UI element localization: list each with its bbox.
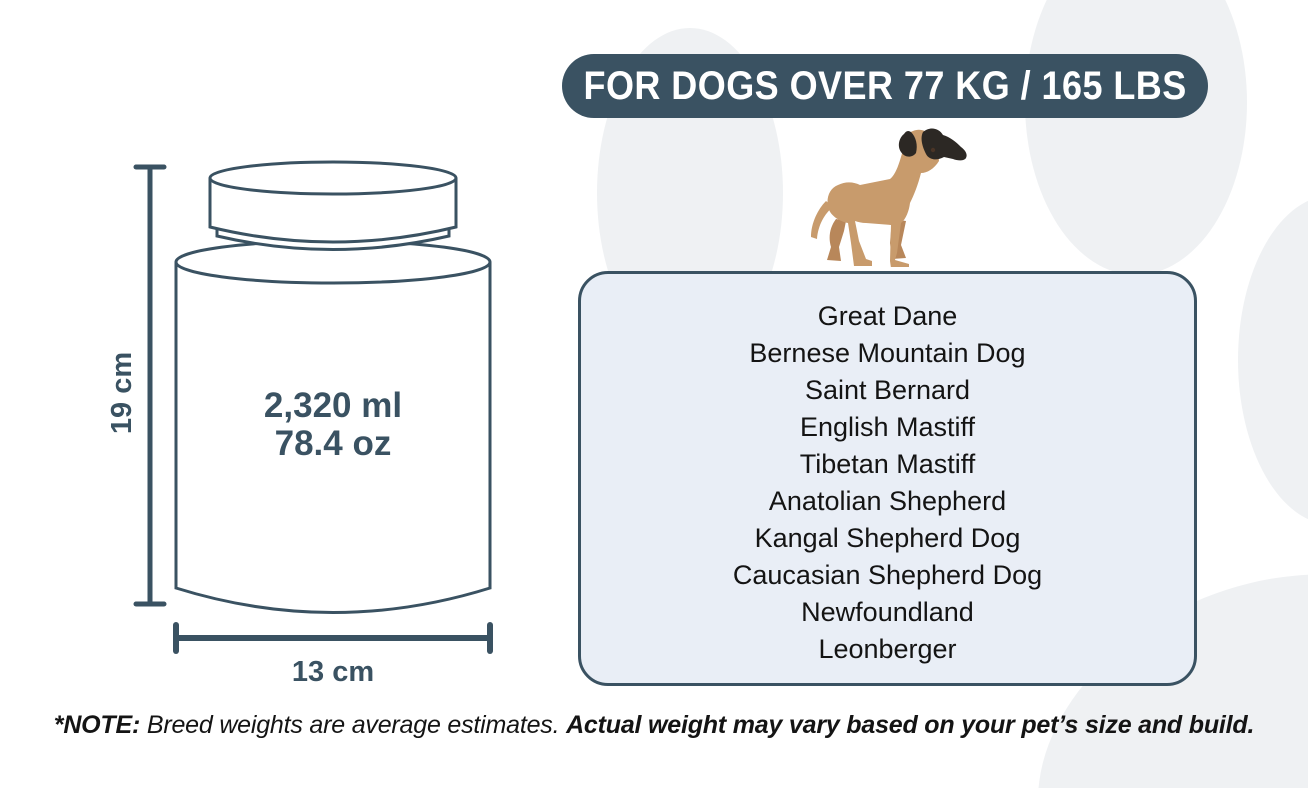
breed-list-item: Great Dane bbox=[817, 301, 958, 331]
capacity-ml-label: 2,320 ml bbox=[263, 386, 403, 425]
container-illustration bbox=[133, 160, 493, 654]
header-banner: FOR DOGS OVER 77 KG / 165 LBS bbox=[562, 54, 1208, 118]
breed-list-item: Tibetan Mastiff bbox=[799, 449, 976, 479]
paw-print-toe-icon bbox=[1238, 195, 1308, 525]
note-emphasis: Actual weight may vary based on your pet… bbox=[566, 711, 1255, 739]
note-prefix: *NOTE: bbox=[53, 711, 141, 739]
great-dane-illustration bbox=[811, 128, 967, 267]
width-dimension-line bbox=[173, 622, 493, 654]
dog-far-ear-icon bbox=[898, 130, 917, 157]
height-label: 19 cm bbox=[106, 351, 138, 435]
dog-tail bbox=[811, 201, 833, 239]
breed-list-item: Saint Bernard bbox=[804, 375, 971, 405]
paw-print-toe-icon bbox=[1025, 0, 1247, 275]
breed-list-item: Kangal Shepherd Dog bbox=[754, 523, 1021, 553]
breed-list-item: Leonberger bbox=[818, 634, 957, 664]
container-lid bbox=[208, 160, 458, 244]
container-body bbox=[174, 220, 492, 614]
dog-eye bbox=[930, 147, 936, 153]
breed-list-item: Newfoundland bbox=[801, 597, 974, 627]
breed-list-panel: Great Dane Bernese Mountain Dog Saint Be… bbox=[578, 271, 1197, 686]
breed-list-item: English Mastiff bbox=[799, 412, 976, 442]
dog-body bbox=[827, 129, 939, 267]
breed-list-item: Bernese Mountain Dog bbox=[749, 338, 1026, 368]
header-title: FOR DOGS OVER 77 KG / 165 LBS bbox=[583, 63, 1187, 108]
breed-list-item: Caucasian Shepherd Dog bbox=[732, 560, 1043, 590]
width-label: 13 cm bbox=[291, 656, 375, 688]
dog-muzzle-icon bbox=[921, 128, 967, 161]
note-text: *NOTE: Breed weights are average estimat… bbox=[0, 711, 1308, 740]
dog-far-rear-leg bbox=[827, 219, 846, 261]
height-dimension-line bbox=[133, 164, 167, 607]
breed-list-item: Anatolian Shepherd bbox=[768, 486, 1007, 516]
note-body: Breed weights are average estimates. bbox=[146, 711, 560, 739]
capacity-oz-label: 78.4 oz bbox=[274, 424, 392, 463]
